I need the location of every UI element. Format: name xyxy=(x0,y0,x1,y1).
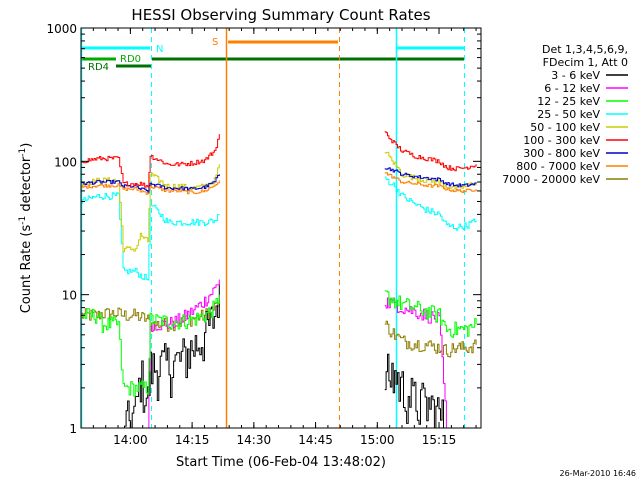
y-axis-label-mid: detector xyxy=(19,156,34,216)
series-line-red-seg2 xyxy=(384,131,477,172)
legend-label: 800 - 7000 keV xyxy=(516,160,600,173)
x-tick-label: 15:15 xyxy=(422,433,457,447)
legend-label: 7000 - 20000 keV xyxy=(502,173,600,186)
flag-label-rd0: RD0 xyxy=(120,54,141,65)
legend-header-line-2: FDecim 1, Att 0 xyxy=(543,56,628,69)
series-line-cyan-seg1 xyxy=(81,192,220,281)
y-tick-label: 1 xyxy=(69,422,77,436)
series-line-green-seg2 xyxy=(384,290,477,338)
series-line-olive-seg2 xyxy=(384,320,477,358)
series-line-cyan-seg2 xyxy=(384,176,477,231)
y-tick-label: 1000 xyxy=(46,22,77,36)
y-axis-label-main: Count Rate (s xyxy=(19,225,34,314)
y-axis: 1 10 100 1000 xyxy=(46,22,481,436)
legend: Det 1,3,4,5,6,9, FDecim 1, Att 0 3 - 6 k… xyxy=(502,43,628,186)
series-line-orange-seg1 xyxy=(81,180,220,195)
x-tick-label: 14:45 xyxy=(298,433,333,447)
flag-label-s: S xyxy=(212,37,218,48)
legend-label: 100 - 300 keV xyxy=(523,134,600,147)
series-line-orange-seg2 xyxy=(384,172,477,194)
legend-label: 3 - 6 keV xyxy=(551,69,600,82)
legend-label: 50 - 100 keV xyxy=(530,121,600,134)
x-tick-label: 14:30 xyxy=(237,433,272,447)
y-axis-label-exp2: -1 xyxy=(18,148,28,157)
x-tick-label: 14:00 xyxy=(113,433,148,447)
legend-header-line-1: Det 1,3,4,5,6,9, xyxy=(542,43,628,56)
plot-frame xyxy=(80,27,482,429)
y-axis-label-exp1: -1 xyxy=(18,216,28,225)
flag-label-rd4: RD4 xyxy=(88,62,109,73)
x-axis-label: Start Time (06-Feb-04 13:48:02) xyxy=(176,455,386,470)
series-line-green-seg1 xyxy=(81,294,220,397)
flag-label-n: N xyxy=(156,44,163,55)
x-tick-label: 15:00 xyxy=(360,433,395,447)
legend-label: 12 - 25 keV xyxy=(537,95,600,108)
legend-label: 300 - 800 keV xyxy=(523,147,600,160)
y-axis-label-end: ) xyxy=(19,143,34,148)
series-line-blue-seg2 xyxy=(384,167,477,188)
footer-timestamp: 26-Mar-2010 16:46 xyxy=(560,469,637,478)
series-line-blue-seg1 xyxy=(81,174,220,193)
legend-label: 6 - 12 keV xyxy=(544,82,600,95)
legend-label: 25 - 50 keV xyxy=(537,108,600,121)
chart-title: HESSI Observing Summary Count Rates xyxy=(131,6,430,24)
series-line-red-seg1 xyxy=(81,134,220,188)
series-line-yellow-seg2 xyxy=(384,151,477,190)
y-axis-label: Count Rate (s-1 detector-1) xyxy=(18,143,34,314)
x-tick-label: 14:15 xyxy=(175,433,210,447)
y-tick-label: 100 xyxy=(54,155,77,169)
x-axis: 14:00 14:15 14:30 14:45 15:00 15:15 xyxy=(92,28,477,447)
y-tick-label: 10 xyxy=(62,289,77,303)
